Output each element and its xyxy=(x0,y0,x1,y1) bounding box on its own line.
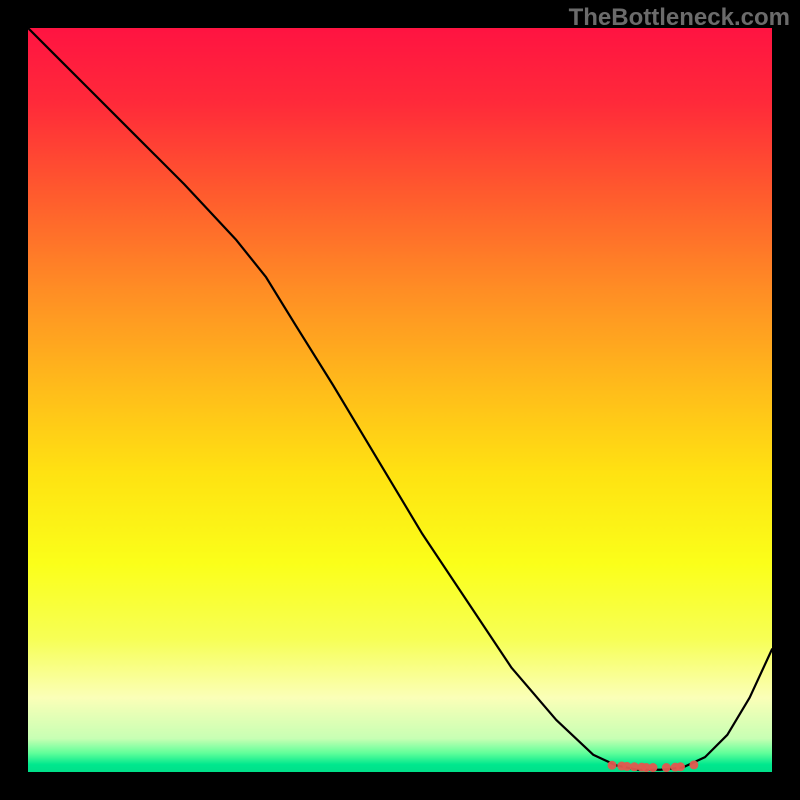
optimal-markers xyxy=(28,28,772,772)
plot-area xyxy=(28,28,772,772)
root-container: TheBottleneck.com xyxy=(0,0,800,800)
